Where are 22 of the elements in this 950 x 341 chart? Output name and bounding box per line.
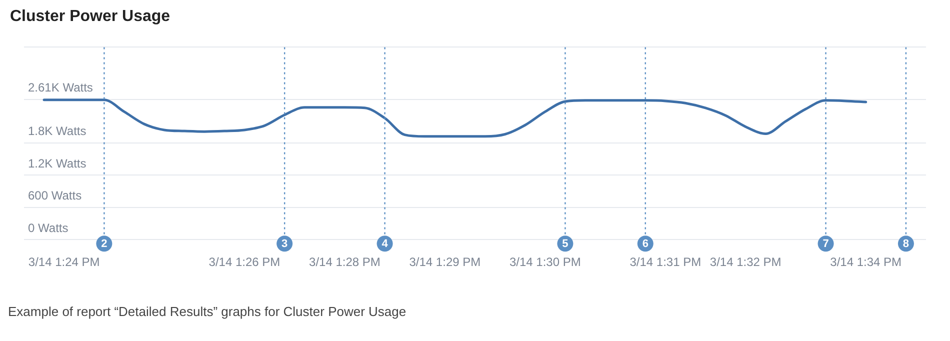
x-tick-label: 3/14 1:34 PM: [830, 255, 902, 270]
text: Example of report “Detailed Results” graphs for Cluster Power Usage: [8, 304, 408, 319]
x-tick-label: 8: [902, 238, 910, 250]
x-tick-label: 5: [562, 238, 568, 250]
y-tick-label: 1.8K Watts: [28, 124, 86, 138]
x-tick-label: 6: [642, 238, 648, 250]
x-tick-label: 3: [282, 238, 288, 250]
x-tick-label: 3/14 1:26 PM: [208, 255, 280, 270]
x-tick-label: 7: [822, 238, 829, 250]
chart-title: Cluster Power Usage: [10, 8, 172, 27]
x-tick-label: 3/14 1:31 PM: [630, 255, 702, 270]
y-tick-label: 1.2K Watts: [28, 156, 86, 170]
y-tick-label: 600 Watts: [28, 188, 82, 203]
x-tick-label: 3/14 1:24 PM: [28, 255, 100, 270]
x-tick-label: 3/14 1:32 PM: [710, 255, 782, 270]
x-tick-label: 3/14 1:28 PM: [309, 255, 380, 270]
x-tick-label: 4: [382, 238, 389, 250]
x-tick-label: 3/14 1:30 PM: [509, 255, 581, 270]
x-tick-label: 3/14 1:29 PM: [409, 255, 481, 270]
x-tick-label: 2: [101, 238, 108, 250]
y-tick-label: 0 Watts: [28, 220, 68, 235]
y-tick-label: 2.61K Watts: [28, 80, 93, 95]
